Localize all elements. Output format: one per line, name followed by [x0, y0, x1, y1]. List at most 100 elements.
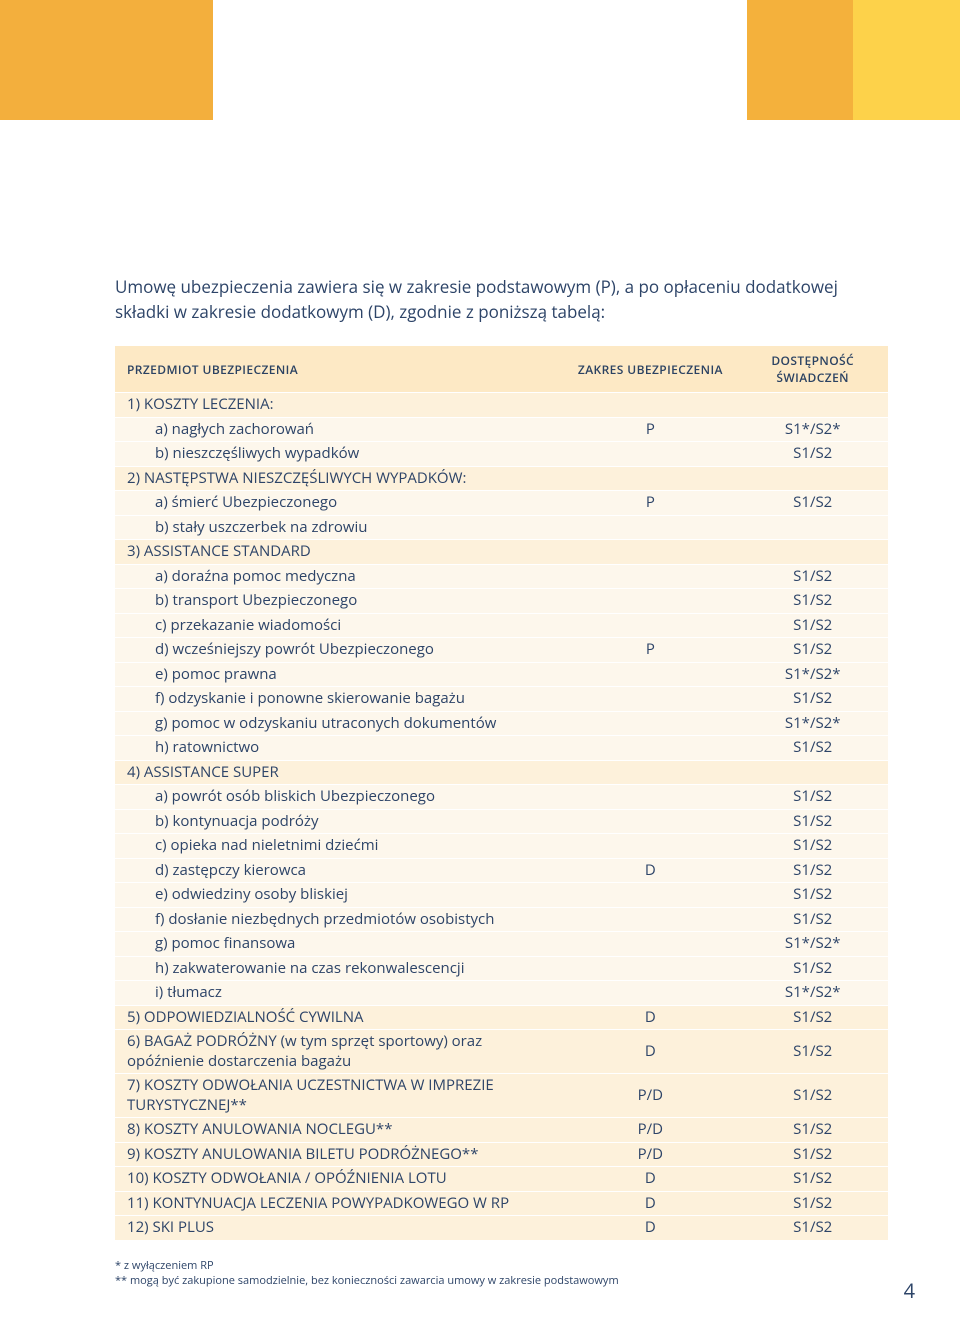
header-block-7 — [747, 0, 854, 120]
table-item-row: f) odzyskanie i ponowne skierowanie baga… — [115, 687, 888, 712]
cell-zakres: D — [563, 1030, 733, 1074]
table-group-row: 3) ASSISTANCE STANDARD — [115, 540, 888, 565]
page-number: 4 — [904, 1277, 915, 1304]
cell-subject: d) wcześniejszy powrót Ubezpieczonego — [115, 638, 563, 663]
page-content: Umowę ubezpieczenia zawiera się w zakres… — [0, 120, 960, 1241]
footnote-2: ** mogą być zakupione samodzielnie, bez … — [115, 1274, 888, 1289]
table-group-row: 1) KOSZTY LECZENIA: — [115, 393, 888, 418]
cell-subject: 2) NASTĘPSTWA NIESZCZĘŚLIWYCH WYPADKÓW: — [115, 466, 563, 491]
table-item-row: b) stały uszczerbek na zdrowiu — [115, 515, 888, 540]
cell-dostepnosc: S1*/S2* — [733, 981, 888, 1006]
cell-dostepnosc: S1/S2 — [733, 1216, 888, 1241]
cell-zakres: P — [563, 491, 733, 516]
cell-dostepnosc: S1*/S2* — [733, 662, 888, 687]
cell-dostepnosc: S1/S2 — [733, 1191, 888, 1216]
header-block-4 — [427, 0, 534, 120]
cell-zakres — [563, 956, 733, 981]
table-item-row: g) pomoc finansowa S1*/S2* — [115, 932, 888, 957]
cell-zakres — [563, 662, 733, 687]
cell-subject: b) transport Ubezpieczonego — [115, 589, 563, 614]
table-item-row: a) doraźna pomoc medyczna S1/S2 — [115, 564, 888, 589]
cell-dostepnosc: S1/S2 — [733, 736, 888, 761]
cell-zakres: D — [563, 1191, 733, 1216]
cell-subject: g) pomoc w odzyskaniu utraconych dokumen… — [115, 711, 563, 736]
cell-dostepnosc: S1*/S2* — [733, 711, 888, 736]
insurance-table: PRZEDMIOT UBEZPIECZENIA ZAKRES UBEZPIECZ… — [115, 346, 888, 1241]
cell-zakres — [563, 907, 733, 932]
cell-subject: a) doraźna pomoc medyczna — [115, 564, 563, 589]
cell-zakres — [563, 442, 733, 467]
cell-zakres — [563, 393, 733, 418]
cell-dostepnosc: S1/S2 — [733, 1142, 888, 1167]
cell-zakres: D — [563, 1216, 733, 1241]
cell-zakres: D — [563, 1167, 733, 1192]
cell-subject: f) dosłanie niezbędnych przedmiotów osob… — [115, 907, 563, 932]
cell-zakres — [563, 760, 733, 785]
cell-zakres — [563, 540, 733, 565]
cell-zakres — [563, 834, 733, 859]
cell-dostepnosc — [733, 760, 888, 785]
cell-subject: g) pomoc finansowa — [115, 932, 563, 957]
cell-subject: f) odzyskanie i ponowne skierowanie baga… — [115, 687, 563, 712]
cell-subject: b) stały uszczerbek na zdrowiu — [115, 515, 563, 540]
table-item-row: a) śmierć UbezpieczonegoPS1/S2 — [115, 491, 888, 516]
cell-dostepnosc — [733, 466, 888, 491]
cell-dostepnosc: S1/S2 — [733, 883, 888, 908]
cell-dostepnosc: S1/S2 — [733, 564, 888, 589]
footnotes: * z wyłączeniem RP ** mogą być zakupione… — [0, 1259, 960, 1289]
cell-zakres — [563, 564, 733, 589]
cell-subject: a) nagłych zachorowań — [115, 417, 563, 442]
cell-dostepnosc: S1/S2 — [733, 1167, 888, 1192]
cell-dostepnosc: S1/S2 — [733, 1074, 888, 1118]
cell-subject: c) opieka nad nieletnimi dziećmi — [115, 834, 563, 859]
table-item-row: a) powrót osób bliskich UbezpieczonegoS1… — [115, 785, 888, 810]
cell-subject: 10) KOSZTY ODWOŁANIA / OPÓŹNIENIA LOTU — [115, 1167, 563, 1192]
cell-subject: b) nieszczęśliwych wypadków — [115, 442, 563, 467]
table-item-row: f) dosłanie niezbędnych przedmiotów osob… — [115, 907, 888, 932]
cell-dostepnosc: S1/S2 — [733, 491, 888, 516]
cell-zakres: D — [563, 858, 733, 883]
table-group-row: 2) NASTĘPSTWA NIESZCZĘŚLIWYCH WYPADKÓW: — [115, 466, 888, 491]
table-group-row: 7) KOSZTY ODWOŁANIA UCZESTNICTWA W IMPRE… — [115, 1074, 888, 1118]
cell-zakres: P — [563, 417, 733, 442]
cell-zakres — [563, 613, 733, 638]
cell-dostepnosc: S1/S2 — [733, 1005, 888, 1030]
cell-zakres: P — [563, 638, 733, 663]
cell-subject: i) tłumacz — [115, 981, 563, 1006]
col-header-dost: DOSTĘPNOŚĆ ŚWIADCZEŃ — [733, 346, 888, 393]
cell-dostepnosc — [733, 393, 888, 418]
cell-dostepnosc: S1/S2 — [733, 1118, 888, 1143]
header-block-3 — [320, 0, 427, 120]
header-block-8 — [853, 0, 960, 120]
cell-zakres — [563, 785, 733, 810]
cell-subject: 5) ODPOWIEDZIALNOŚĆ CYWILNA — [115, 1005, 563, 1030]
cell-subject: 11) KONTYNUACJA LECZENIA POWYPADKOWEGO W… — [115, 1191, 563, 1216]
cell-dostepnosc: S1/S2 — [733, 956, 888, 981]
header-block-6 — [640, 0, 747, 120]
cell-zakres: P/D — [563, 1074, 733, 1118]
table-item-row: b) nieszczęśliwych wypadków S1/S2 — [115, 442, 888, 467]
table-item-row: h) zakwaterowanie na czas rekonwalescenc… — [115, 956, 888, 981]
table-item-row: e) pomoc prawnaS1*/S2* — [115, 662, 888, 687]
table-item-row: c) przekazanie wiadomościS1/S2 — [115, 613, 888, 638]
cell-zakres — [563, 711, 733, 736]
cell-zakres — [563, 932, 733, 957]
table-group-row: 6) BAGAŻ PODRÓŻNY (w tym sprzęt sportowy… — [115, 1030, 888, 1074]
table-item-row: h) ratownictwoS1/S2 — [115, 736, 888, 761]
insurance-table-body: 1) KOSZTY LECZENIA:a) nagłych zachorowań… — [115, 393, 888, 1241]
cell-subject: 8) KOSZTY ANULOWANIA NOCLEGU** — [115, 1118, 563, 1143]
cell-dostepnosc: S1/S2 — [733, 687, 888, 712]
cell-dostepnosc: S1/S2 — [733, 834, 888, 859]
table-group-row: 9) KOSZTY ANULOWANIA BILETU PODRÓŻNEGO**… — [115, 1142, 888, 1167]
table-group-row: 4) ASSISTANCE SUPER — [115, 760, 888, 785]
cell-subject: a) śmierć Ubezpieczonego — [115, 491, 563, 516]
table-item-row: e) odwiedziny osoby bliskiej S1/S2 — [115, 883, 888, 908]
table-item-row: c) opieka nad nieletnimi dziećmi S1/S2 — [115, 834, 888, 859]
intro-paragraph: Umowę ubezpieczenia zawiera się w zakres… — [115, 275, 888, 324]
table-group-row: 10) KOSZTY ODWOŁANIA / OPÓŹNIENIA LOTUDS… — [115, 1167, 888, 1192]
cell-subject: e) odwiedziny osoby bliskiej — [115, 883, 563, 908]
cell-dostepnosc: S1*/S2* — [733, 932, 888, 957]
cell-dostepnosc: S1/S2 — [733, 442, 888, 467]
cell-dostepnosc: S1/S2 — [733, 1030, 888, 1074]
table-group-row: 11) KONTYNUACJA LECZENIA POWYPADKOWEGO W… — [115, 1191, 888, 1216]
